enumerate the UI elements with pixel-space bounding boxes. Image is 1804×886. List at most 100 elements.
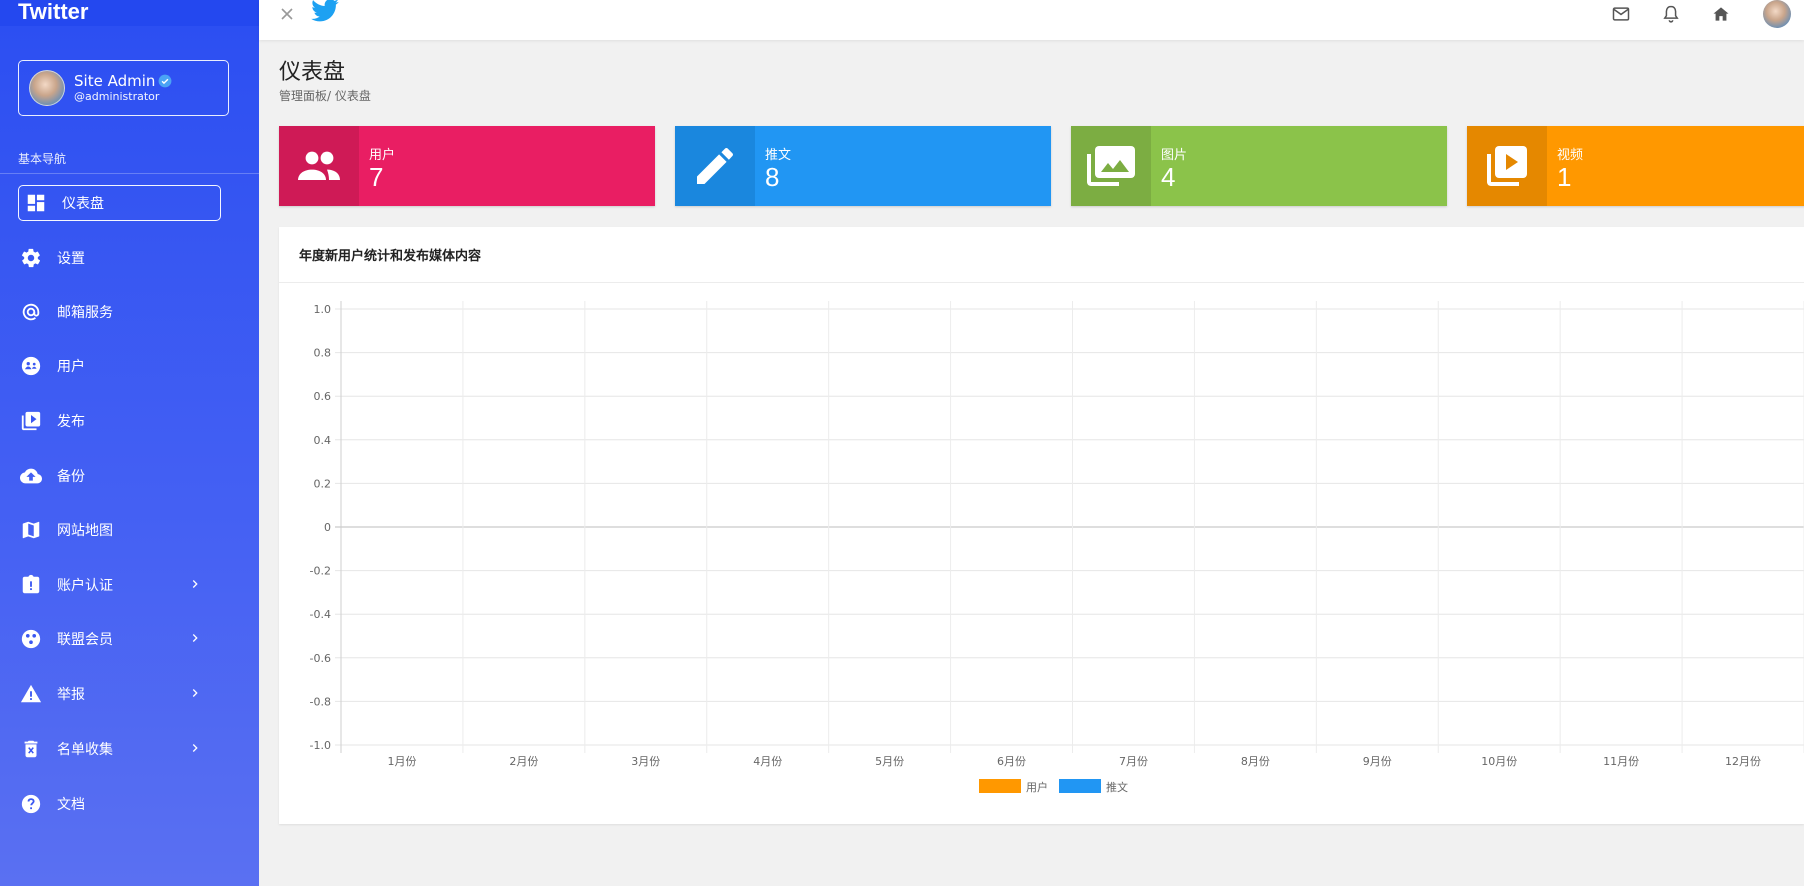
- sidebar-item-5[interactable]: 备份: [18, 458, 221, 494]
- sidebar-item-label: 备份: [57, 469, 85, 485]
- gear-icon: [21, 248, 41, 268]
- sidebar-item-label: 名单收集: [57, 742, 113, 758]
- edit-icon: [697, 148, 733, 184]
- x-tick-label: 8月份: [1241, 755, 1270, 768]
- card-label: 视频: [1557, 148, 1584, 163]
- mail-icon[interactable]: [1611, 4, 1631, 24]
- avatar[interactable]: [1763, 0, 1791, 28]
- y-tick-label: -0.2: [310, 565, 331, 578]
- legend-swatch: [1059, 779, 1101, 793]
- avatar[interactable]: [29, 70, 65, 106]
- chevron-right-icon: [192, 744, 198, 752]
- y-tick-label: -0.4: [310, 608, 331, 621]
- sidebar-item-1[interactable]: 设置: [18, 240, 221, 276]
- sidebar: Twitter Site Admin @administrator 基本导航 仪…: [0, 0, 259, 886]
- users-icon: [298, 151, 340, 180]
- y-tick-label: 0.8: [314, 347, 332, 360]
- clipboard-alert-icon: [22, 574, 40, 594]
- twitter-bird-icon[interactable]: [309, 0, 341, 26]
- sidebar-item-4[interactable]: 发布: [18, 403, 221, 439]
- x-tick-label: 2月份: [509, 755, 538, 768]
- x-tick-label: 6月份: [997, 755, 1026, 768]
- x-tick-label: 11月份: [1603, 755, 1639, 768]
- bell-icon[interactable]: [1661, 4, 1681, 24]
- y-tick-label: 0.4: [314, 434, 332, 447]
- sidebar-item-0[interactable]: 仪表盘: [18, 185, 221, 221]
- y-tick-label: -0.6: [310, 652, 331, 665]
- chevron-right-icon: [192, 634, 198, 642]
- chart-panel: 年度新用户统计和发布媒体内容 1.0 0.8 0.6 0.4 0.2 0 -0.2 -0.4 -…: [279, 227, 1804, 824]
- sidebar-item-label: 发布: [57, 414, 85, 430]
- stat-card[interactable]: 视频 1: [1467, 126, 1804, 206]
- sidebar-item-label: 网站地图: [57, 523, 113, 539]
- sidebar-item-label: 用户: [57, 359, 85, 375]
- sidebar-item-label: 仪表盘: [62, 196, 104, 212]
- y-tick-label: -0.8: [310, 695, 331, 708]
- x-tick-label: 4月份: [753, 755, 782, 768]
- chart-title: 年度新用户统计和发布媒体内容: [299, 249, 482, 264]
- cloud-upload-icon: [20, 468, 42, 484]
- sidebar-item-8[interactable]: 联盟会员: [18, 621, 221, 657]
- card-value: 8: [765, 162, 780, 192]
- legend-label: 推文: [1106, 780, 1128, 794]
- sidebar-item-11[interactable]: 文档: [18, 786, 221, 822]
- card-label: 用户: [369, 148, 396, 163]
- home-icon[interactable]: [1711, 4, 1731, 24]
- y-tick-label: 0.2: [314, 477, 332, 490]
- card-icon-box: [675, 126, 755, 206]
- brand-title[interactable]: Twitter: [0, 0, 259, 26]
- nav-divider: [0, 173, 259, 174]
- sidebar-item-6[interactable]: 网站地图: [18, 512, 221, 548]
- profile-handle: @administrator: [74, 90, 160, 103]
- map-icon: [22, 521, 40, 539]
- y-tick-label: -1.0: [310, 739, 331, 752]
- help-icon: [21, 794, 41, 814]
- group-circle-icon: [21, 629, 41, 649]
- sidebar-item-3[interactable]: 用户: [18, 348, 221, 384]
- y-tick-label: 0.6: [314, 390, 332, 403]
- sidebar-item-2[interactable]: 邮箱服务: [18, 294, 221, 330]
- card-label: 图片: [1161, 148, 1188, 163]
- page-title: 仪表盘: [279, 60, 346, 85]
- verified-badge-icon: [158, 74, 172, 88]
- sidebar-item-10[interactable]: 名单收集: [18, 731, 221, 767]
- topbar: [259, 0, 1804, 40]
- legend-label: 用户: [1026, 780, 1048, 794]
- breadcrumb[interactable]: 管理面板/ 仪表盘: [279, 89, 371, 103]
- stat-card[interactable]: 图片 4: [1071, 126, 1447, 206]
- profile-card[interactable]: Site Admin @administrator: [18, 60, 229, 116]
- x-tick-label: 5月份: [875, 755, 904, 768]
- sidebar-item-9[interactable]: 举报: [18, 676, 221, 712]
- sidebar-item-label: 联盟会员: [57, 632, 113, 648]
- y-tick-label: 1.0: [314, 303, 332, 316]
- nav-section-title: 基本导航: [18, 152, 67, 166]
- sidebar-item-label: 邮箱服务: [57, 305, 113, 321]
- stat-card[interactable]: 推文 8: [675, 126, 1051, 206]
- delete-list-icon: [24, 740, 38, 758]
- chevron-right-icon: [192, 580, 198, 588]
- dashboard-icon: [27, 194, 45, 212]
- close-icon[interactable]: [279, 6, 295, 22]
- stat-card[interactable]: 用户 7: [279, 126, 655, 206]
- card-value: 1: [1557, 162, 1572, 192]
- profile-text: Site Admin @administrator: [74, 72, 172, 104]
- user-group-icon: [21, 356, 41, 376]
- card-value: 7: [369, 162, 384, 192]
- x-tick-label: 3月份: [631, 755, 660, 768]
- chevron-right-icon: [192, 689, 198, 697]
- x-tick-label: 7月份: [1119, 755, 1148, 768]
- sidebar-item-label: 设置: [57, 251, 85, 267]
- card-value: 4: [1161, 162, 1176, 192]
- card-icon-box: [1467, 126, 1547, 206]
- x-tick-label: 10月份: [1481, 755, 1517, 768]
- at-icon: [22, 303, 40, 321]
- images-icon: [1087, 146, 1135, 186]
- panel-divider: [279, 282, 1804, 283]
- video-library-icon: [21, 411, 41, 431]
- sidebar-item-7[interactable]: 账户认证: [18, 567, 221, 603]
- line-chart: 1.0 0.8 0.6 0.4 0.2 0 -0.2 -0.4 -0.6 -0.8 -1.0 1月份 2…: [310, 301, 1804, 794]
- card-icon-box: [279, 126, 359, 206]
- sidebar-item-label: 举报: [57, 687, 85, 703]
- x-tick-label: 1月份: [387, 755, 416, 768]
- x-tick-label: 12月份: [1725, 755, 1761, 768]
